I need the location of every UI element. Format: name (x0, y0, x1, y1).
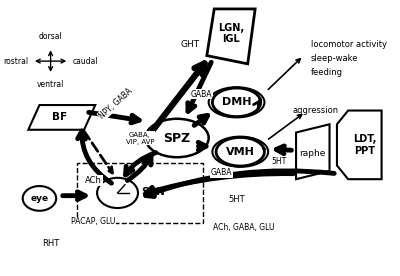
Polygon shape (28, 105, 95, 130)
Text: dorsal: dorsal (39, 31, 62, 41)
Text: PACAP, GLU: PACAP, GLU (71, 217, 116, 226)
Bar (77, 163, 203, 223)
Ellipse shape (146, 119, 209, 157)
Text: caudal: caudal (73, 57, 98, 66)
Text: LDT,
PPT: LDT, PPT (353, 134, 376, 156)
Text: LGN,
IGL: LGN, IGL (218, 23, 244, 44)
Text: feeding: feeding (311, 68, 343, 77)
Text: raphe: raphe (300, 148, 326, 158)
Text: GABA,
VIP, AVP: GABA, VIP, AVP (126, 131, 154, 145)
Text: NPY, GABA: NPY, GABA (97, 87, 134, 121)
Text: GABA: GABA (190, 90, 212, 99)
Polygon shape (207, 9, 255, 64)
Text: GHT: GHT (180, 40, 200, 49)
Text: ventral: ventral (37, 80, 64, 89)
Text: 5HT: 5HT (272, 157, 287, 166)
Text: SPZ: SPZ (164, 131, 191, 145)
Text: ACh: ACh (85, 176, 102, 185)
Circle shape (97, 178, 138, 208)
Polygon shape (337, 111, 382, 179)
Text: GABA: GABA (211, 168, 232, 177)
Text: DMH: DMH (222, 97, 251, 107)
Text: RHT: RHT (42, 239, 59, 248)
Text: VMH: VMH (226, 147, 255, 157)
Ellipse shape (212, 137, 268, 167)
Text: 5HT: 5HT (228, 195, 245, 204)
Text: eye: eye (30, 194, 48, 203)
Text: BF: BF (52, 112, 68, 122)
Text: rostral: rostral (3, 57, 28, 66)
Circle shape (23, 186, 56, 211)
Text: ACh, GABA, GLU: ACh, GABA, GLU (213, 223, 275, 232)
Ellipse shape (209, 87, 264, 117)
Text: SCN: SCN (142, 187, 166, 197)
Text: sleep-wake: sleep-wake (311, 54, 358, 63)
Text: locomotor activity: locomotor activity (311, 40, 387, 49)
Polygon shape (296, 124, 330, 179)
Text: aggression: aggression (292, 106, 338, 115)
